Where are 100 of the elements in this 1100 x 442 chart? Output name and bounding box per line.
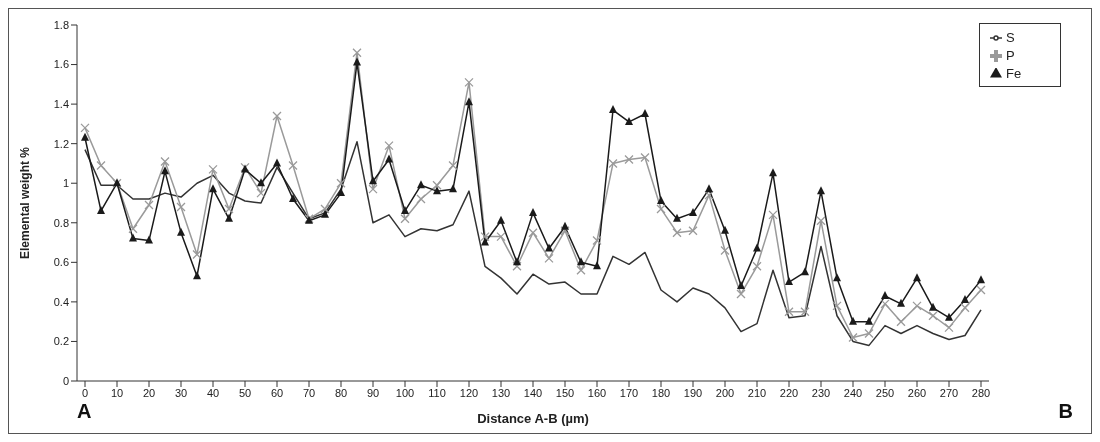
x-tick-label: 230 bbox=[811, 386, 831, 399]
point bbox=[641, 109, 649, 117]
point bbox=[784, 307, 794, 317]
point bbox=[593, 261, 601, 270]
text: B bbox=[1058, 400, 1073, 423]
point bbox=[705, 184, 713, 193]
x-tick-label: 120 bbox=[459, 386, 479, 399]
point bbox=[497, 215, 505, 224]
point bbox=[352, 48, 362, 58]
point bbox=[417, 180, 425, 189]
point bbox=[849, 316, 857, 325]
y-axis-title: Elemental weight % bbox=[18, 146, 33, 260]
point bbox=[256, 188, 266, 198]
x-tick-label: 30 bbox=[174, 386, 188, 399]
point bbox=[177, 227, 185, 236]
x-tick-label: 90 bbox=[366, 386, 380, 399]
point bbox=[864, 328, 874, 339]
x-tick-label: 200 bbox=[715, 386, 735, 399]
point bbox=[272, 111, 282, 121]
y-tick-label: 0.4 bbox=[53, 295, 69, 308]
point bbox=[737, 281, 745, 290]
point bbox=[481, 237, 489, 246]
point bbox=[225, 213, 233, 222]
point bbox=[576, 265, 586, 275]
point bbox=[560, 226, 570, 236]
point bbox=[977, 275, 985, 284]
point bbox=[577, 257, 585, 266]
point bbox=[673, 213, 681, 222]
point bbox=[880, 299, 890, 309]
point bbox=[625, 116, 633, 125]
point bbox=[944, 322, 954, 333]
point bbox=[657, 196, 665, 205]
legend-label: S bbox=[1006, 30, 1015, 45]
point bbox=[800, 307, 810, 317]
point bbox=[929, 302, 937, 311]
point bbox=[720, 245, 730, 256]
point bbox=[736, 289, 746, 299]
point bbox=[465, 97, 473, 106]
point bbox=[289, 194, 297, 203]
point bbox=[448, 160, 458, 171]
point bbox=[945, 312, 953, 321]
x-tick-label: 70 bbox=[302, 386, 316, 399]
point bbox=[96, 160, 106, 171]
point bbox=[817, 186, 825, 195]
x-tick-label: 20 bbox=[142, 386, 156, 399]
point bbox=[81, 132, 89, 141]
point bbox=[145, 235, 153, 244]
y-tick-label: 0.8 bbox=[53, 216, 69, 229]
point bbox=[752, 261, 762, 271]
x-tick-label: 140 bbox=[523, 386, 543, 399]
point bbox=[704, 190, 714, 200]
x-tick-label: 60 bbox=[270, 386, 284, 399]
point bbox=[97, 205, 105, 214]
x-tick-label: 240 bbox=[843, 386, 863, 399]
point bbox=[433, 186, 441, 195]
text: A bbox=[77, 400, 92, 423]
x-tick-label: 280 bbox=[971, 386, 991, 399]
x-axis-title: Distance A-B (µm) bbox=[477, 411, 589, 426]
point bbox=[464, 77, 474, 88]
point bbox=[960, 303, 970, 313]
point bbox=[689, 207, 697, 216]
x-tick-label: 270 bbox=[939, 386, 959, 399]
y-tick-label: 1.6 bbox=[53, 58, 69, 71]
point bbox=[545, 243, 553, 252]
point bbox=[384, 140, 394, 151]
point bbox=[897, 298, 905, 307]
y-tick-label: 1.2 bbox=[53, 137, 69, 150]
point bbox=[832, 301, 842, 311]
y-tick-label: 0.6 bbox=[53, 256, 69, 269]
x-tick-label: 250 bbox=[875, 386, 895, 399]
x-tick-label: 180 bbox=[651, 386, 671, 399]
point bbox=[224, 204, 234, 214]
point bbox=[656, 204, 666, 214]
y-tick-label: 1.4 bbox=[53, 98, 69, 111]
point bbox=[496, 231, 506, 242]
point bbox=[353, 57, 361, 66]
point bbox=[769, 168, 777, 177]
point bbox=[848, 332, 858, 343]
point bbox=[368, 184, 378, 194]
point bbox=[801, 267, 809, 276]
point bbox=[896, 317, 906, 327]
point bbox=[320, 204, 330, 214]
point bbox=[321, 209, 329, 218]
point bbox=[209, 184, 217, 193]
point bbox=[288, 160, 298, 171]
point bbox=[768, 210, 778, 220]
x-tick-label: 220 bbox=[779, 386, 799, 399]
point bbox=[144, 200, 154, 210]
point bbox=[561, 221, 569, 230]
point bbox=[128, 224, 138, 234]
point bbox=[273, 158, 281, 167]
point bbox=[416, 194, 426, 204]
point bbox=[257, 178, 265, 187]
point bbox=[816, 216, 826, 226]
point bbox=[192, 249, 202, 260]
y-tick-label: 1 bbox=[62, 177, 69, 190]
x-tick-label: 40 bbox=[206, 386, 220, 399]
point bbox=[640, 152, 650, 163]
x-tick-label: 110 bbox=[428, 386, 446, 399]
point bbox=[432, 180, 442, 190]
